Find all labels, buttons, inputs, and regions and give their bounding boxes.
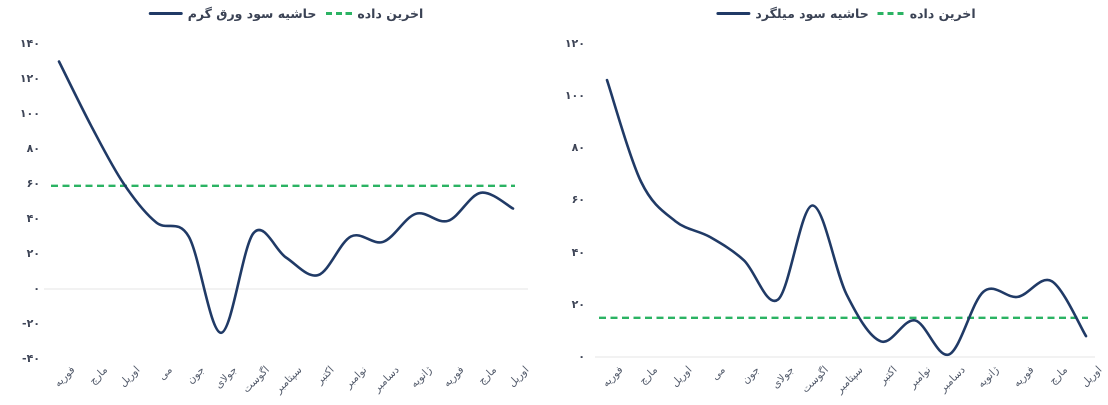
threshold-dash-marker-icon <box>877 12 905 15</box>
series-line <box>57 60 515 335</box>
threshold-label: اخرین داده <box>357 6 424 21</box>
series-line-marker-icon <box>148 12 183 15</box>
legend-left-chart: حاشیه سود ورق گرم اخرین داده <box>148 6 423 21</box>
y-tick-label: -۴۰ <box>22 352 40 365</box>
plot-area-left: ۱۴۰ ۱۲۰ ۱۰۰ ۸۰ ۶۰ ۴۰ ۲۰ ۰ -۲۰ -۴۰ فوریه مارچ اوریل می… <box>19 37 532 396</box>
plot-area-right: ۱۲۰ ۱۰۰ ۸۰ ۶۰ ۴۰ ۲۰ ۰ فوریه مارچ اوریل می جون جولای ا… <box>554 0 1108 405</box>
chart-svg <box>44 60 528 335</box>
y-tick-label: ۲۰ <box>26 247 40 260</box>
series-line <box>605 78 1088 356</box>
y-tick-label: ۶۰ <box>26 177 40 190</box>
y-tick-label: ۱۲۰ <box>19 72 40 85</box>
y-tick-label: ۶۰ <box>571 193 585 207</box>
threshold-dash-marker-icon <box>325 12 353 15</box>
series-line-marker-icon <box>716 12 751 15</box>
y-tick-label: ۱۰۰ <box>564 88 585 102</box>
y-tick-label: ۰ <box>33 282 40 295</box>
y-tick-label: ۸۰ <box>571 141 585 154</box>
chart-rebar-margin: حاشیه سود میلگرد اخرین داده ۱۲۰ ۱۰۰ ۸۰ ۶۰ ۴۰… <box>554 0 1108 405</box>
legend-item-series: حاشیه سود میلگرد <box>716 6 869 21</box>
legend-right-chart: حاشیه سود میلگرد اخرین داده <box>716 6 976 21</box>
y-tick-label: ۰ <box>578 350 585 363</box>
y-tick-label: ۱۴۰ <box>19 37 40 50</box>
series-label: حاشیه سود میلگرد <box>755 6 869 21</box>
y-tick-label: ۲۰ <box>571 297 585 311</box>
threshold-label: اخرین داده <box>909 6 976 21</box>
y-tick-label: ۱۰۰ <box>19 107 40 120</box>
legend-item-series: حاشیه سود ورق گرم <box>148 6 317 21</box>
y-tick-label: ۸۰ <box>26 142 40 155</box>
y-tick-label: -۲۰ <box>22 317 40 330</box>
y-tick-label: ۱۲۰ <box>564 36 585 50</box>
chart-hot-rolled-sheet-margin: حاشیه سود ورق گرم اخرین داده ۱۴۰ ۱۲۰ ۱۰۰ ۸۰… <box>19 6 532 396</box>
y-tick-label: ۴۰ <box>571 245 585 259</box>
chart-svg <box>595 78 1095 358</box>
legend-item-threshold: اخرین داده <box>877 6 976 21</box>
y-tick-label: ۴۰ <box>26 212 40 225</box>
series-label: حاشیه سود ورق گرم <box>187 6 317 21</box>
legend-item-threshold: اخرین داده <box>325 6 423 21</box>
